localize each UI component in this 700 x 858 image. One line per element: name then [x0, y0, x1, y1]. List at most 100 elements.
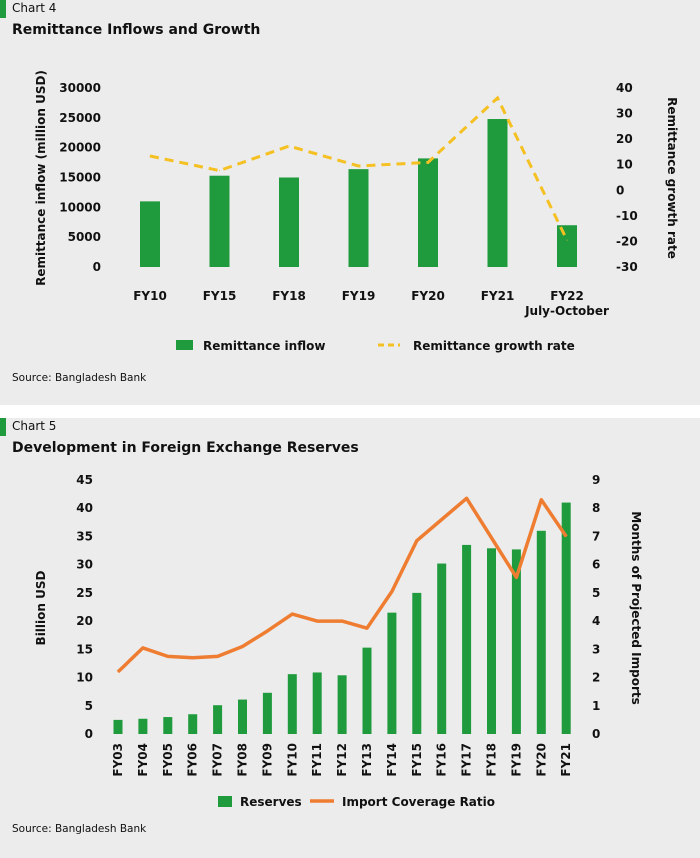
x-tick-label: FY04 — [136, 743, 150, 777]
chart4-tag — [0, 0, 6, 18]
legend-label-import-coverage: Import Coverage Ratio — [342, 795, 495, 809]
x-tick-label: FY15 — [410, 743, 424, 777]
y2-tick-label: 7 — [592, 529, 600, 543]
y2-tick-label: -20 — [616, 234, 638, 248]
bar-reserves — [462, 544, 472, 734]
point-import-coverage-ratio — [291, 613, 293, 615]
point-remittance-growth-rate — [358, 165, 359, 167]
chart5-tag — [0, 418, 6, 436]
y2-tick-label: 20 — [616, 132, 633, 146]
point-import-coverage-ratio — [266, 630, 268, 632]
point-remittance-growth-rate — [149, 155, 151, 157]
bar-reserves — [287, 674, 297, 734]
x-tick-label: FY12 — [335, 743, 349, 777]
x-tick-label: FY13 — [360, 743, 374, 777]
y2-tick-label: 10 — [616, 158, 633, 172]
y-tick-label: 45 — [76, 473, 93, 487]
bar-remittance-inflow — [487, 119, 508, 267]
chart4-plot: 0 5000 10000 15000 20000 25000 30000 -30 -20 -10 0… — [34, 70, 679, 353]
point-import-coverage-ratio — [192, 657, 194, 659]
y2-tick-label: 2 — [592, 671, 600, 685]
point-import-coverage-ratio — [391, 590, 393, 592]
point-remittance-growth-rate — [566, 239, 568, 241]
y-tick-label: 0 — [85, 727, 93, 741]
legend-label-growth-rate: Remittance growth rate — [413, 339, 575, 353]
y2-tick-label: 0 — [592, 727, 600, 741]
y2-axis-title: Remittance growth rate — [665, 97, 679, 259]
line-import-coverage-ratio — [116, 496, 568, 674]
y-axis-title: Remittance inflow (million USD) — [34, 70, 48, 286]
bar-remittance-inflow — [140, 201, 160, 267]
point-remittance-growth-rate — [497, 97, 498, 99]
bar-reserves — [387, 612, 397, 734]
x-tick-label: FY07 — [211, 743, 225, 777]
chart4-panel: Chart 4 Remittance Inflows and Growth 0 5… — [0, 0, 700, 405]
x-tick-label: FY20 — [534, 743, 548, 777]
x-tick-label: FY21 — [559, 743, 573, 777]
y-tick-label: 20000 — [59, 141, 101, 155]
y2-tick-label: -10 — [616, 209, 638, 223]
x-tick-label: FY20 — [411, 289, 445, 303]
y2-tick-label: -30 — [616, 260, 638, 274]
bar-reserves — [487, 548, 496, 734]
x-tick-label: FY06 — [186, 743, 200, 777]
y-axis-title: Billion USD — [34, 571, 48, 646]
bar-remittance-inflow — [418, 158, 438, 267]
y-tick-label: 15 — [76, 642, 93, 656]
y-tick-label: 40 — [76, 501, 93, 515]
point-import-coverage-ratio — [540, 499, 542, 501]
y-tick-label: 35 — [76, 529, 93, 543]
bar-remittance-inflow — [348, 169, 369, 267]
x-tick-label: FY09 — [260, 743, 274, 777]
y-tick-label: 10 — [76, 671, 93, 685]
x-tick-label: FY15 — [203, 289, 237, 303]
legend-label-reserves: Reserves — [240, 795, 302, 809]
y-tick-label: 25 — [76, 586, 93, 600]
chart5-label: Chart 5 — [12, 419, 57, 433]
y-tick-label: 25000 — [59, 111, 101, 125]
point-import-coverage-ratio — [491, 537, 492, 539]
y2-tick-label: 9 — [592, 473, 600, 487]
y-tick-label: 30000 — [59, 81, 101, 95]
point-import-coverage-ratio — [167, 655, 169, 657]
x-tick-label: FY03 — [111, 743, 125, 777]
point-import-coverage-ratio — [117, 671, 119, 673]
y2-tick-label: 1 — [592, 699, 600, 713]
y-tick-label: 5000 — [68, 230, 101, 244]
bar-reserves — [437, 563, 447, 734]
bar-reserves — [262, 692, 272, 734]
x-tick-label: FY05 — [161, 743, 175, 777]
y2-axis-title: Months of Projected Imports — [629, 511, 643, 705]
x-tick-label: FY08 — [236, 743, 250, 777]
chart5-panel: Chart 5 Development in Foreign Exchange … — [0, 418, 700, 858]
chart4-title: Remittance Inflows and Growth — [12, 22, 261, 38]
x-tick-label: FY14 — [385, 743, 399, 777]
bar-reserves — [138, 718, 148, 734]
y2-tick-label: 8 — [592, 501, 600, 515]
y-tick-label: 15000 — [59, 171, 101, 185]
bar-reserves — [213, 705, 223, 734]
point-import-coverage-ratio — [441, 519, 443, 521]
legend-swatch-reserves — [218, 796, 232, 807]
y-tick-label: 30 — [76, 558, 93, 572]
x-tick-label: FY18 — [485, 743, 499, 777]
y2-tick-label: 40 — [616, 81, 633, 95]
y-tick-label: 0 — [93, 260, 101, 274]
chart5-source: Source: Bangladesh Bank — [12, 823, 147, 835]
y-tick-label: 20 — [76, 614, 93, 628]
x-tick-label: FY19 — [509, 743, 523, 777]
bar-reserves — [362, 647, 372, 734]
chart4-label: Chart 4 — [12, 1, 57, 15]
point-import-coverage-ratio — [341, 620, 343, 622]
x-tick-label: FY16 — [435, 743, 449, 777]
bar-reserves — [163, 717, 173, 734]
bar-remittance-inflow — [557, 225, 577, 267]
point-import-coverage-ratio — [142, 647, 144, 649]
y2-tick-label: 4 — [592, 614, 600, 628]
legend-swatch-remittance-inflow — [176, 340, 193, 350]
y2-tick-label: 3 — [592, 642, 600, 656]
point-import-coverage-ratio — [242, 646, 243, 648]
bar-reserves — [238, 699, 247, 734]
x-tick-label: FY10 — [133, 289, 167, 303]
